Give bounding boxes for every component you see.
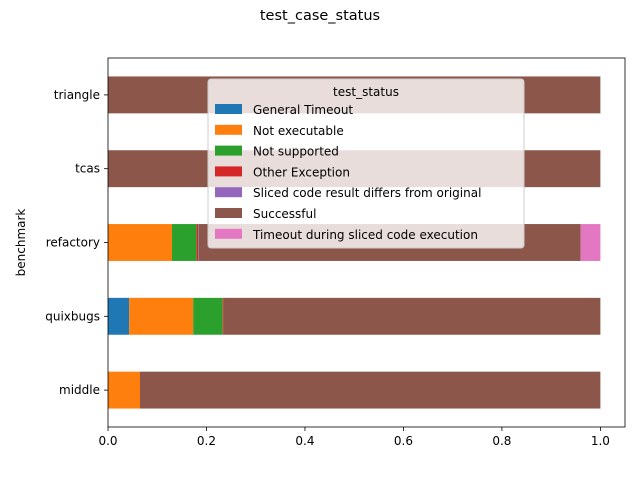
legend-swatch-timeout-during-sliced-code-execution bbox=[215, 228, 242, 239]
legend-label-general-timeout: General Timeout bbox=[253, 103, 353, 117]
y-axis-label: benchmark bbox=[14, 209, 28, 277]
bar-refactory-sliced-code-result-differs-from-original bbox=[198, 224, 199, 261]
y-tick-label-middle: middle bbox=[59, 383, 100, 397]
bar-refactory-other-exception bbox=[196, 224, 199, 261]
legend-label-timeout-during-sliced-code-execution: Timeout during sliced code execution bbox=[252, 228, 478, 242]
x-tick-label: 1.0 bbox=[591, 434, 610, 448]
x-tick-label: 0.2 bbox=[197, 434, 216, 448]
legend-label-not-executable: Not executable bbox=[253, 124, 344, 138]
x-tick-label: 0.4 bbox=[295, 434, 314, 448]
bar-quixbugs-other-exception bbox=[222, 297, 224, 335]
legend-title: test_status bbox=[333, 85, 399, 99]
legend-swatch-not-supported bbox=[215, 145, 242, 156]
legend-label-successful: Successful bbox=[253, 207, 316, 221]
legend-box bbox=[207, 78, 525, 249]
bar-quixbugs-not-executable bbox=[129, 297, 194, 335]
chart-title: test_case_status bbox=[259, 8, 381, 24]
bar-refactory-timeout-during-sliced-code-execution bbox=[580, 224, 601, 261]
y-tick-label-tcas: tcas bbox=[75, 162, 100, 176]
x-tick-label: 0.8 bbox=[492, 434, 511, 448]
legend-swatch-general-timeout bbox=[215, 104, 242, 114]
bar-quixbugs-not-supported bbox=[193, 297, 223, 335]
bar-refactory-not-executable bbox=[108, 224, 173, 261]
legend-swatch-not-executable bbox=[215, 124, 242, 135]
bars-group bbox=[108, 76, 601, 409]
legend-label-other-exception: Other Exception bbox=[253, 165, 350, 179]
x-tick-label: 0.6 bbox=[394, 434, 413, 448]
y-tick-label-refactory: refactory bbox=[46, 236, 100, 250]
bar-middle-not-executable bbox=[108, 371, 141, 409]
legend-label-sliced-code-result-differs-from-original: Sliced code result differs from original bbox=[253, 186, 481, 200]
x-tick-label: 0.0 bbox=[98, 434, 117, 448]
legend-swatch-successful bbox=[215, 208, 242, 218]
legend-swatch-sliced-code-result-differs-from-original bbox=[215, 187, 242, 198]
legend: test_status General Timeout Not executable… bbox=[207, 78, 525, 249]
bar-quixbugs-successful bbox=[223, 297, 601, 335]
y-tick-label-triangle: triangle bbox=[54, 88, 100, 102]
bar-refactory-not-supported bbox=[172, 224, 197, 261]
bar-quixbugs-general-timeout bbox=[108, 297, 130, 335]
bar-middle-successful bbox=[140, 371, 601, 409]
y-tick-label-quixbugs: quixbugs bbox=[45, 309, 100, 323]
axes-group: 0.0 0.2 0.4 0.6 0.8 1.0 middle quixbugs refactor… bbox=[14, 57, 626, 448]
legend-label-not-supported: Not supported bbox=[253, 145, 339, 159]
legend-swatch-other-exception bbox=[215, 166, 242, 177]
